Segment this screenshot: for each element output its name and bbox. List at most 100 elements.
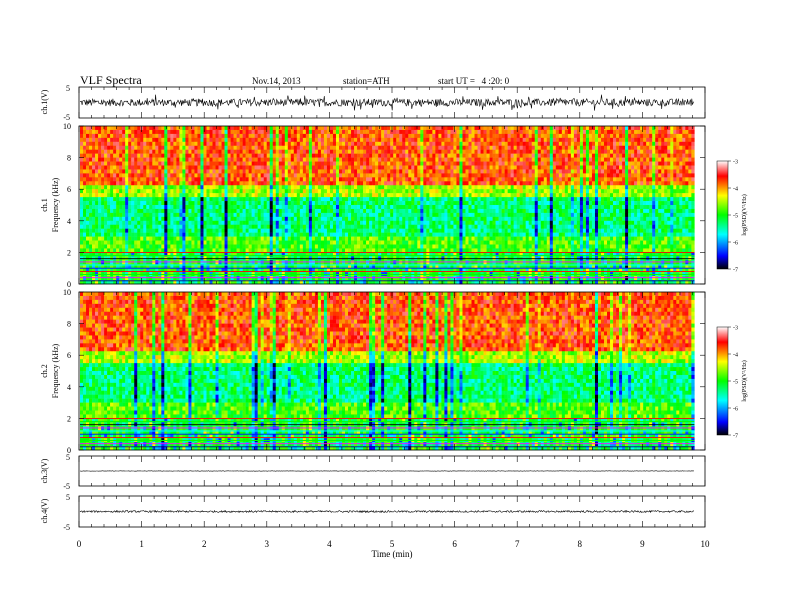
spectrogram-cell (173, 201, 177, 206)
spectrogram-cell (188, 149, 192, 154)
spectrogram-cell (501, 185, 505, 190)
spectrogram-cell (513, 165, 517, 170)
spectrogram-cell (679, 133, 683, 139)
spectrogram-cell (649, 126, 653, 131)
spectrogram-cell (471, 169, 475, 174)
spectrogram-cell (293, 129, 298, 135)
spectrogram-cell (113, 137, 117, 143)
spectrogram-cell (573, 201, 578, 206)
spectrogram-cell (212, 193, 216, 198)
spectrogram-cell (342, 169, 346, 174)
spectrogram-cell (685, 212, 689, 218)
spectrogram-cell (194, 177, 198, 182)
spectrogram-cell (453, 185, 457, 190)
spectrogram-cell (182, 181, 186, 186)
spectrogram-cell (471, 216, 475, 222)
spectrogram-cell (323, 173, 328, 178)
spectrogram-cell (92, 189, 96, 194)
spectrogram-cell (372, 177, 376, 182)
spectrogram-cell (549, 197, 554, 202)
spectrogram-cell (408, 129, 412, 135)
spectrogram-cell (122, 165, 126, 170)
spectrogram-cell (486, 193, 490, 198)
spectrogram-cell (342, 153, 346, 158)
spectrogram-cell (483, 145, 487, 150)
spectrogram-cell (155, 197, 159, 202)
spectrogram-cell (194, 149, 198, 154)
spectrogram-cell (628, 165, 632, 170)
spectrogram-cell (269, 197, 273, 202)
spectrogram-cell (320, 149, 325, 154)
spectrogram-cell (101, 201, 105, 206)
spectrogram-cell (607, 161, 611, 166)
spectrogram-cell (314, 208, 319, 214)
spectrogram-cell (158, 129, 162, 135)
spectrogram-cell (417, 185, 421, 190)
spectrogram-cell (209, 177, 213, 182)
spectrogram-cell (555, 189, 560, 194)
spectrogram-cell (320, 212, 325, 218)
spectrogram-cell (456, 197, 460, 202)
spectrogram-cell (501, 181, 505, 186)
spectrogram-cell (685, 161, 689, 166)
spectrogram-cell (402, 153, 406, 158)
spectrogram-cell (348, 161, 352, 166)
spectrogram-cell (239, 153, 243, 158)
spectrogram-cell (582, 157, 587, 162)
spectrogram-cell (369, 177, 373, 182)
spectrogram-cell (504, 216, 508, 222)
spectrogram-cell (260, 177, 264, 182)
spectrogram-cell (218, 181, 222, 186)
spectrogram-cell (332, 137, 337, 143)
spectrogram-cell (203, 153, 207, 158)
spectrogram-cell (269, 185, 273, 190)
spectrogram-cell (579, 149, 584, 154)
spectrogram-cell (161, 201, 165, 206)
spectrogram-cell (411, 201, 415, 206)
spectrogram-cell (462, 208, 466, 214)
spectrogram-cell (308, 141, 313, 146)
spectrogram-cell (224, 205, 228, 210)
spectrogram-cell (447, 201, 451, 206)
spectrogram-cell (492, 201, 496, 206)
spectrogram-cell (390, 177, 394, 182)
spectrogram-cell (351, 129, 355, 135)
spectrogram-cell (188, 165, 192, 170)
spectrogram-cell (200, 133, 204, 139)
spectrogram-cell (314, 189, 319, 194)
spectrogram-cell (601, 181, 605, 186)
spectrogram-cell (345, 153, 349, 158)
spectrogram-cell (284, 161, 289, 166)
spectrogram-cell (546, 129, 551, 135)
spectrogram-cell (691, 161, 695, 166)
spectrogram-cell (342, 157, 346, 162)
spectrogram-cell (335, 157, 340, 162)
spectrogram-cell (516, 205, 520, 210)
spectrogram-cell (465, 165, 469, 170)
spectrogram-cell (116, 185, 120, 190)
spectrogram-cell (616, 201, 620, 206)
spectrogram-cell (601, 137, 605, 143)
spectrogram-cell (155, 165, 159, 170)
spectrogram-cell (396, 161, 400, 166)
spectrogram-cell (342, 185, 346, 190)
spectrogram-cell (158, 157, 162, 162)
spectrogram-cell (489, 126, 493, 131)
ch1-ytick-top: 5 (66, 84, 70, 93)
spectrogram-cell (625, 201, 629, 206)
spectrogram-cell (182, 216, 186, 222)
spectrogram-cell (691, 177, 695, 182)
spectrogram-cell (513, 133, 517, 139)
spectrogram-cell (492, 149, 496, 154)
spectrogram-cell (546, 181, 551, 186)
spectrogram-cell (146, 201, 150, 206)
spectrogram-cell (682, 208, 686, 214)
spectrogram-cell (287, 201, 292, 206)
spectrogram-cell (86, 133, 90, 139)
spectrogram-cell (585, 165, 590, 170)
spectrogram-cell (179, 157, 183, 162)
spectrogram-cell (405, 181, 409, 186)
spectrogram-cell (607, 212, 611, 218)
spectrogram-cell (366, 189, 370, 194)
spectrogram-cell (266, 161, 270, 166)
